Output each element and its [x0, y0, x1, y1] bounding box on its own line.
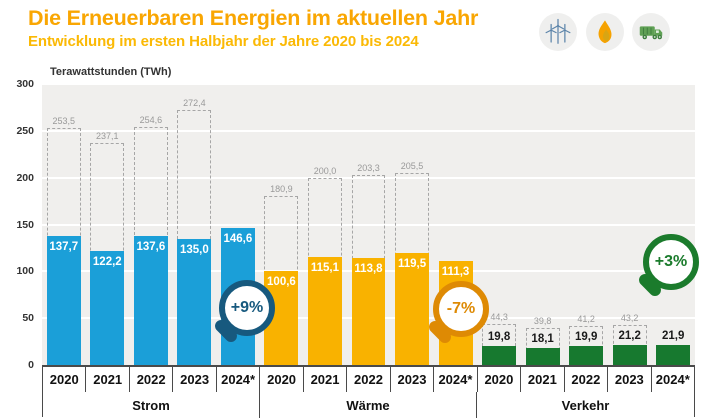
dashed-full-year-bar [569, 326, 604, 365]
dashed-full-year-bar [177, 109, 212, 365]
bar-value-label: 21,9 [662, 329, 685, 342]
half-year-bar [395, 253, 430, 365]
year-cell: 2022 [347, 367, 391, 392]
bar-value-label: 113,8 [354, 263, 383, 276]
bar-column: 253,5 137,7 [42, 84, 86, 365]
year-cell: 2023 [608, 367, 652, 392]
year-cell: 2020 [43, 367, 87, 392]
page-subtitle: Entwicklung im ersten Halbjahr der Jahre… [28, 33, 419, 50]
bar-column: 200,0 115,1 [303, 84, 347, 365]
dashed-value-label: 254,6 [139, 114, 163, 125]
year-cell: 2024* [434, 367, 478, 392]
year-cell: 2020 [260, 367, 304, 392]
dashed-value-label: 180,9 [270, 183, 293, 194]
bar-value-label: 135,0 [179, 243, 209, 256]
bar-value-label: 146,6 [223, 232, 253, 245]
group-cell: Wärme [260, 392, 477, 418]
y-tick-label: 300 [16, 78, 34, 90]
dashed-full-year-bar [525, 327, 560, 365]
bar-value-label: 19,9 [574, 331, 598, 344]
dashed-value-label: 43,2 [620, 312, 639, 323]
y-axis-title: Terawattstunden (TWh) [50, 66, 172, 78]
bar-value-label: 119,5 [397, 258, 427, 271]
half-year-bar [177, 238, 212, 365]
bar-column: 203,3 113,8 [347, 84, 391, 365]
bar-value-label: 137,7 [49, 241, 79, 254]
y-tick-label: 200 [16, 171, 34, 184]
y-tick-label: 150 [16, 218, 34, 231]
half-year-bar [307, 257, 342, 365]
group-cell: Verkehr [561, 397, 610, 413]
page-title: Die Erneuerbaren Energien im aktuellen J… [28, 6, 479, 30]
bar-value-label: 100,6 [267, 275, 296, 288]
half-year-bar [569, 346, 604, 365]
dashed-value-label: 272,4 [183, 97, 206, 108]
half-year-bar [525, 348, 560, 365]
magnifier-badge: +9% [212, 280, 275, 345]
bar-value-label: 18,1 [531, 333, 554, 346]
year-cell: 2023 [391, 367, 435, 392]
year-cell: 2023 [173, 367, 217, 392]
year-cell: 2021 [86, 367, 130, 392]
y-tick-label: 50 [22, 312, 34, 325]
bar-column: 21,9 [651, 84, 695, 365]
bar-value-label: 21,2 [618, 330, 641, 343]
wind-turbines-icon [539, 13, 577, 51]
half-year-bar [90, 250, 125, 365]
half-year-bar [133, 236, 168, 365]
dashed-full-year-bar [612, 324, 647, 365]
dashed-value-label: 41,2 [577, 314, 595, 325]
bar-column: 205,5 119,5 [390, 84, 434, 365]
bar-value-label: 115,1 [310, 262, 340, 275]
bar-column: 237,1 122,2 [86, 84, 130, 365]
half-year-bar [46, 236, 81, 365]
year-cell: 2021 [521, 367, 565, 392]
year-cell: 2022 [565, 367, 609, 392]
half-year-bar [351, 258, 386, 365]
dashed-value-label: 253,5 [52, 115, 76, 126]
half-year-bar [482, 346, 517, 365]
bar-column: 39,8 18,1 [521, 84, 565, 365]
y-tick-label: 0 [28, 359, 34, 371]
bar-value-label: 122,2 [92, 255, 122, 268]
truck-icon [632, 13, 670, 51]
x-axis-group-row: Strom Wärme Verkehr [43, 392, 694, 418]
dashed-value-label: 205,5 [400, 160, 424, 171]
y-tick-label: 250 [16, 124, 34, 137]
gridline [42, 223, 695, 226]
flame-icon [586, 13, 624, 51]
group-cell: Strom [43, 392, 260, 418]
dashed-full-year-bar [482, 323, 517, 365]
x-axis: 2020 2021 2022 2023 2024* 2020 2021 2022 2023 202… [42, 365, 695, 418]
bar-value-label: 19,8 [487, 331, 511, 344]
year-cell: 2024* [655, 372, 690, 387]
gridline [42, 129, 695, 132]
dashed-value-label: 203,3 [357, 162, 380, 173]
bar-value-label: 137,6 [136, 241, 166, 254]
bar-column: 41,2 19,9 [564, 84, 608, 365]
y-tick-label: 100 [16, 265, 34, 278]
year-cell: 2024* [217, 367, 261, 392]
gridline [42, 176, 695, 179]
bar-column: 272,4 135,0 [173, 84, 217, 365]
bar-column: 254,6 137,6 [129, 84, 173, 365]
dashed-value-label: 44,3 [490, 311, 508, 322]
dashed-value-label: 200,0 [313, 165, 337, 176]
x-axis-year-row: 2020 2021 2022 2023 2024* 2020 2021 2022 2023 202… [43, 367, 694, 392]
magnifier-badge: +3% [636, 234, 699, 299]
year-cell: 2022 [130, 367, 174, 392]
dashed-value-label: 39,8 [533, 315, 552, 326]
plot-area: 253,5 137,7 237,1 122,2 254,6 137,6 272,4 135,0… [42, 83, 695, 365]
dashed-value-label: 237,1 [96, 130, 119, 141]
gridline [42, 83, 695, 85]
year-cell: 2021 [304, 367, 348, 392]
bar-value-label: 111,3 [441, 265, 470, 278]
bar-column: 44,3 19,8 [477, 84, 521, 365]
half-year-bar [656, 344, 691, 365]
half-year-bar [612, 345, 647, 365]
magnifier-badge: -7% [426, 281, 489, 346]
bar-column: 43,2 21,2 [608, 84, 652, 365]
year-cell: 2020 [478, 367, 522, 392]
